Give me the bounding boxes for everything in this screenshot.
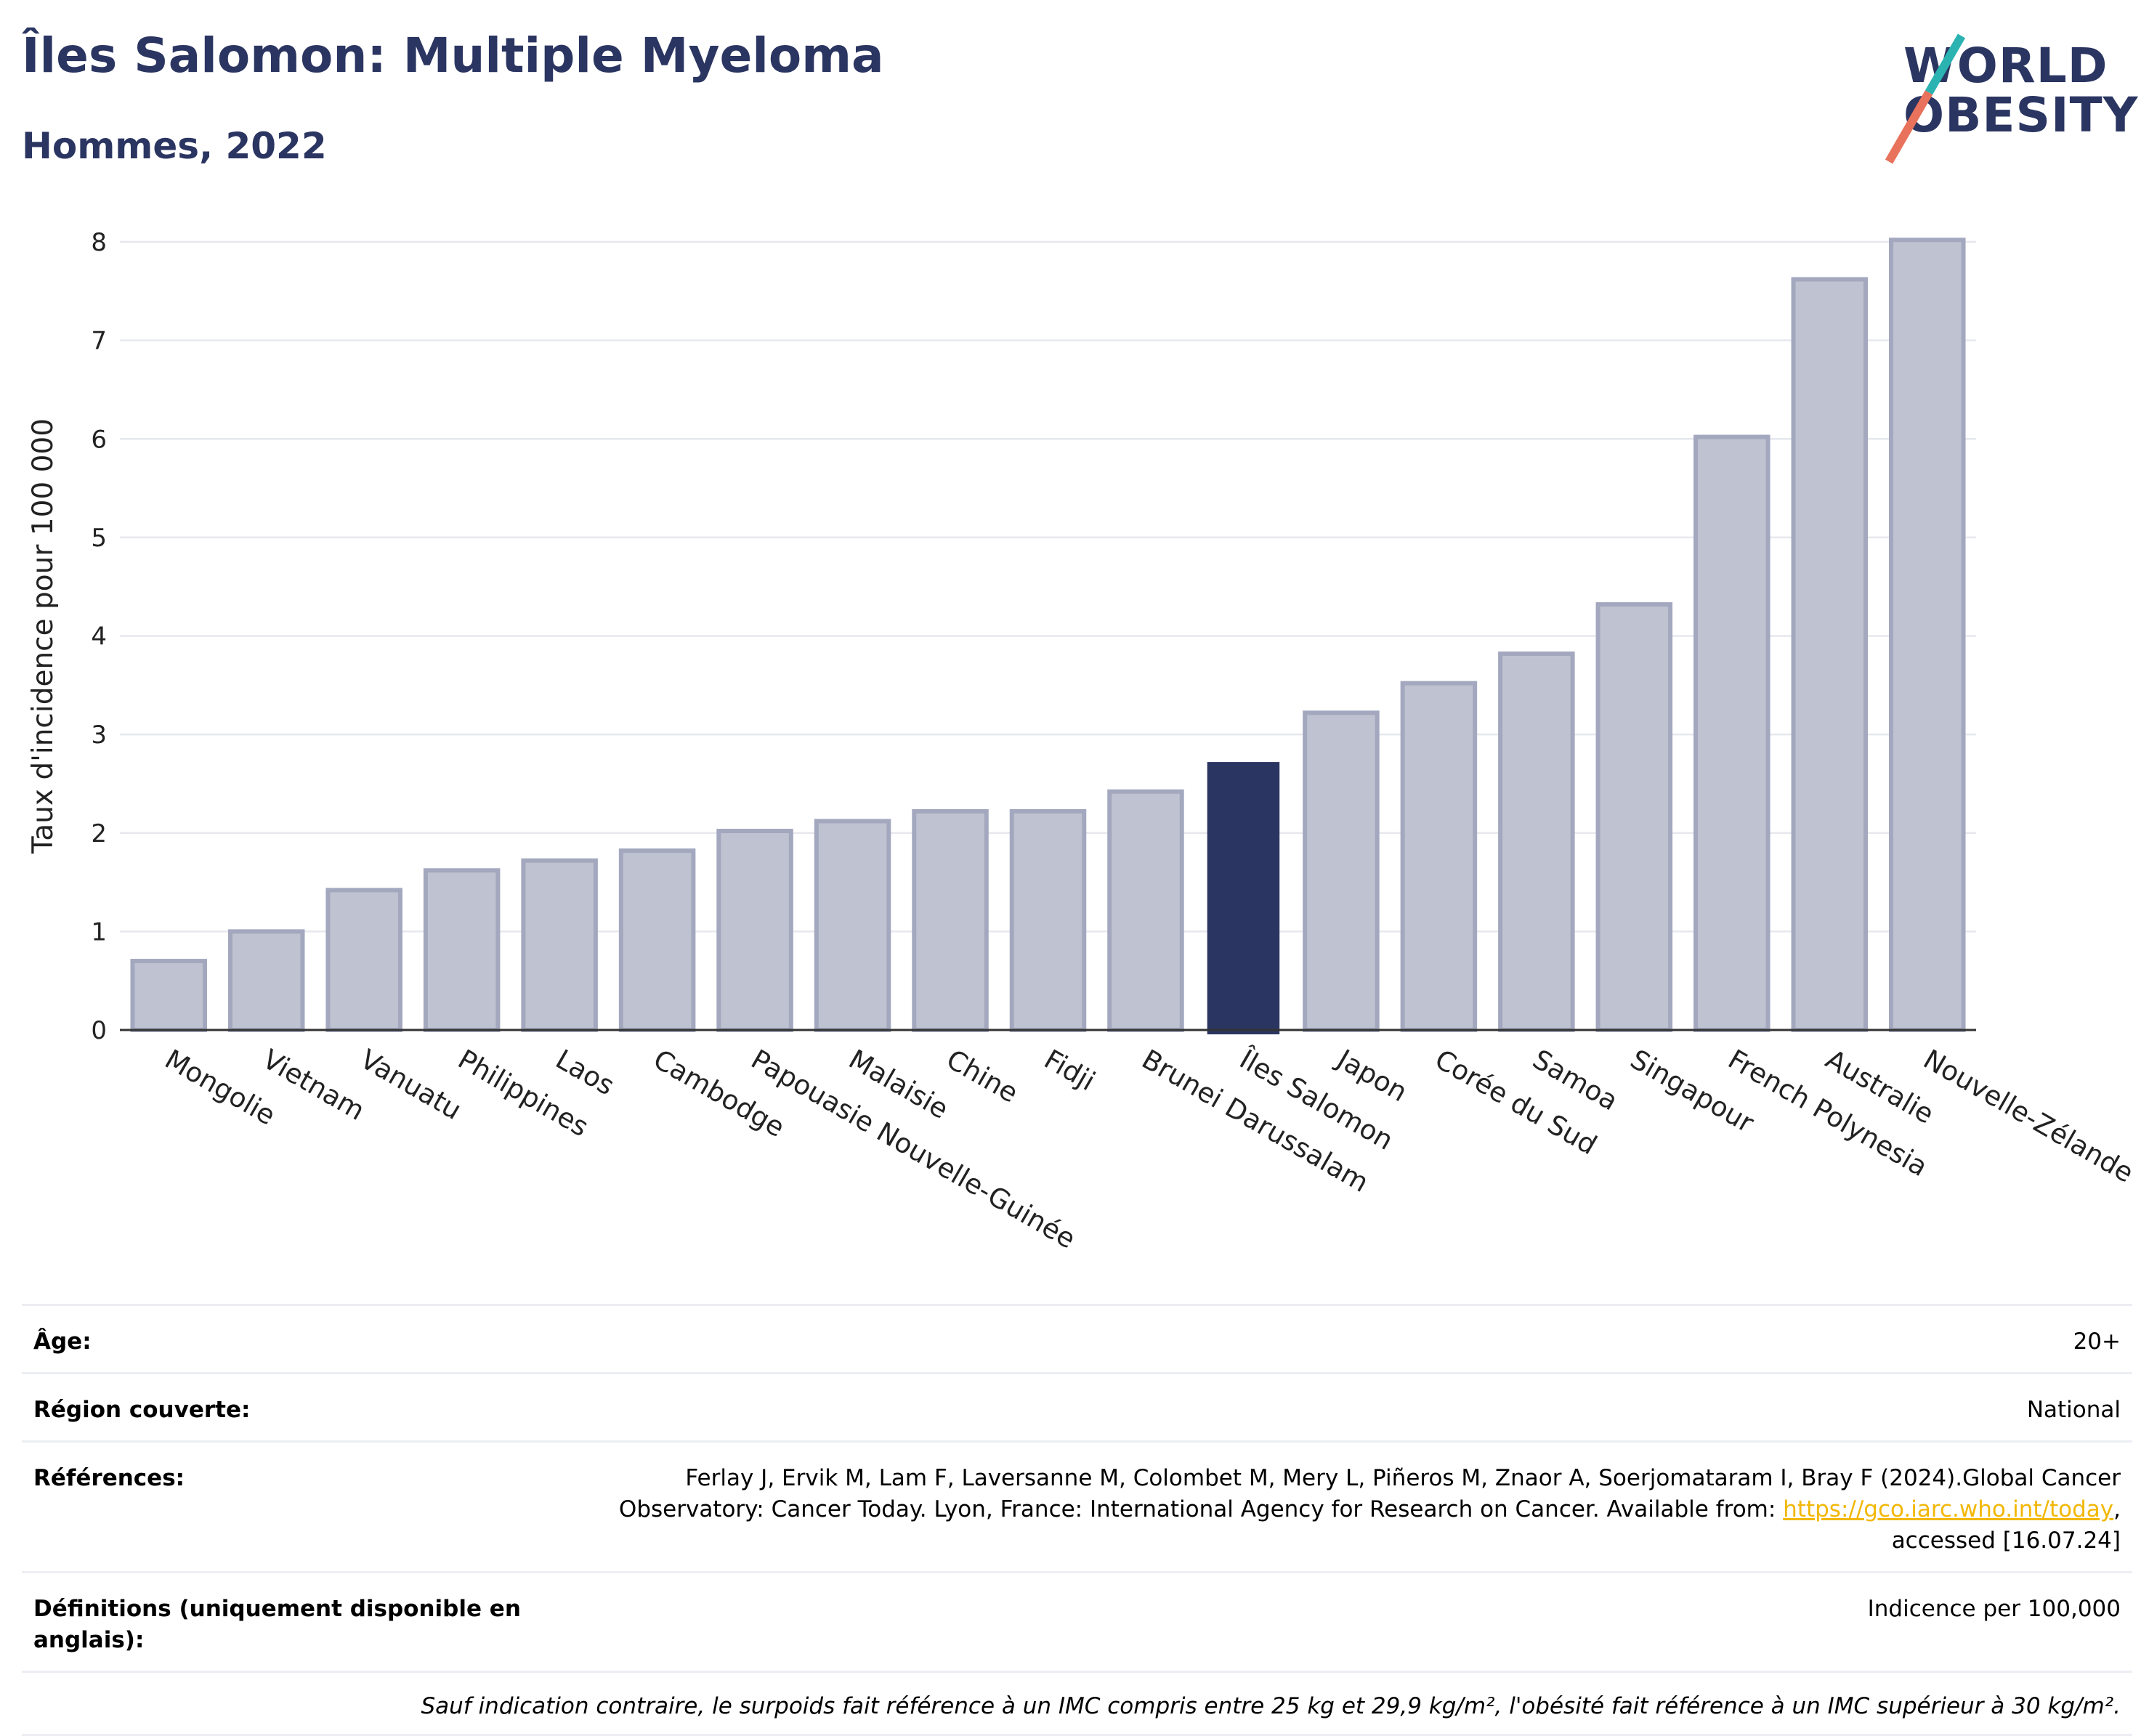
y-tick-label: 8 — [91, 228, 107, 257]
age-value: 20+ — [2073, 1326, 2121, 1358]
references-value: Ferlay J, Ervik M, Lam F, Laversanne M, … — [559, 1463, 2121, 1557]
bar-12 — [1305, 713, 1377, 1030]
bar-18 — [1891, 240, 1964, 1030]
bar-8 — [914, 811, 987, 1030]
y-tick-label: 0 — [91, 1016, 107, 1045]
y-axis-label: Taux d'incidence pour 100 000 — [27, 418, 60, 854]
x-tick-label: Laos — [551, 1044, 620, 1102]
bar-7 — [817, 821, 889, 1030]
bar-14 — [1500, 654, 1573, 1030]
region-label: Région couverte: — [33, 1395, 527, 1426]
bar-2 — [328, 890, 400, 1030]
y-tick-label: 3 — [91, 721, 107, 750]
x-tick-label: Vanuatu — [355, 1044, 467, 1127]
chart-bars — [132, 240, 1963, 1034]
x-tick-label: Fidji — [1039, 1044, 1101, 1098]
bar-4 — [523, 861, 596, 1030]
metadata-table: Âge: 20+ Région couverte: National Référ… — [22, 1304, 2132, 1736]
bar-0 — [132, 961, 205, 1030]
logo-line-2: OBESITY — [1903, 92, 2138, 139]
bar-17 — [1794, 280, 1866, 1030]
bar-16 — [1696, 437, 1768, 1030]
bar-10 — [1109, 792, 1182, 1030]
meta-row-definitions: Définitions (uniquement disponible en an… — [22, 1571, 2132, 1671]
definitions-label: Définitions (uniquement disponible en an… — [33, 1594, 527, 1656]
world-obesity-logo: WORLD OBESITY — [1903, 33, 2129, 157]
y-tick-label: 2 — [91, 819, 107, 848]
y-tick-label: 5 — [91, 524, 107, 553]
x-tick-label: Corée du Sud — [1430, 1044, 1602, 1161]
bar-3 — [426, 870, 498, 1030]
x-tick-label: Chine — [942, 1044, 1024, 1109]
bar-11 — [1207, 762, 1280, 1034]
bar-15 — [1598, 604, 1671, 1030]
meta-row-age: Âge: 20+ — [22, 1304, 2132, 1372]
page-title: Îles Salomon: Multiple Myeloma — [22, 28, 884, 84]
footnote: Sauf indication contraire, le surpoids f… — [22, 1671, 2132, 1736]
bar-chart: 0 1 2 3 4 5 6 7 8 MongolieVietnamVanuatuPhilippi… — [0, 182, 2149, 1257]
definitions-value: Indicence per 100,000 — [1868, 1594, 2121, 1625]
page-subtitle: Hommes, 2022 — [22, 125, 327, 167]
y-tick-label: 7 — [91, 327, 107, 356]
references-link[interactable]: https://gco.iarc.who.int/today — [1783, 1496, 2113, 1522]
bar-9 — [1012, 811, 1085, 1030]
bar-5 — [621, 851, 694, 1030]
meta-row-region: Région couverte: National — [22, 1372, 2132, 1440]
age-label: Âge: — [33, 1326, 527, 1358]
references-label: Références: — [33, 1463, 527, 1494]
y-tick-label: 6 — [91, 425, 107, 454]
x-tick-label: Nouvelle-Zélande — [1918, 1044, 2139, 1189]
meta-row-references: Références: Ferlay J, Ervik M, Lam F, La… — [22, 1440, 2132, 1571]
bar-13 — [1403, 684, 1476, 1030]
x-tick-label: Mongolie — [160, 1044, 281, 1132]
y-tick-label: 1 — [91, 917, 107, 946]
bar-6 — [719, 831, 791, 1030]
y-tick-label: 4 — [91, 622, 107, 652]
region-value: National — [2027, 1395, 2121, 1426]
y-axis-ticks: 0 1 2 3 4 5 6 7 8 — [91, 228, 107, 1045]
bar-1 — [230, 931, 303, 1030]
